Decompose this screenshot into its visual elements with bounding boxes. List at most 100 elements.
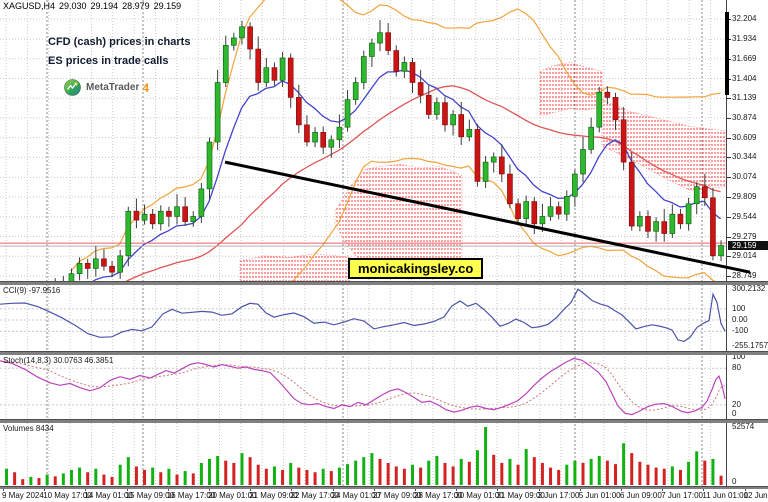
- cci-tick-label: 100: [732, 303, 746, 313]
- volume-bar: [329, 471, 333, 485]
- volume-bar: [232, 462, 236, 485]
- volume-scale-max: 52574: [732, 422, 755, 431]
- axis-tick: [727, 98, 731, 100]
- time-tick: [250, 488, 252, 491]
- volume-bar: [240, 453, 244, 485]
- open-value: 29.030: [59, 1, 87, 11]
- axis-tick: [727, 197, 731, 199]
- watermark-label: monicakingsley.co: [348, 258, 484, 279]
- volume-bar: [484, 427, 488, 485]
- price-tick-label: 29.544: [732, 211, 757, 221]
- volume-bar: [370, 453, 374, 485]
- axis-tick: [727, 19, 731, 20]
- volumes-indicator-panel[interactable]: [0, 422, 726, 486]
- time-tick-label: 21 May 09:00: [249, 491, 298, 500]
- stoch-tick-label: 100: [732, 352, 746, 361]
- time-tick: [126, 488, 128, 491]
- axis-tick: [727, 117, 731, 119]
- volume-bar: [670, 466, 674, 485]
- volume-bar: [151, 467, 155, 485]
- time-axis: 9 May 2024 10 May 17:00 14 May 01:00 15 May…: [0, 488, 768, 502]
- volume-bar: [354, 460, 358, 485]
- cci-label: CCI(9) -97.9516: [3, 286, 61, 295]
- volume-bar: [313, 472, 317, 485]
- price-tick-label: 31.669: [732, 53, 757, 63]
- volume-bar: [419, 467, 423, 485]
- axis-tick: [727, 137, 731, 139]
- stoch-tick-label: 20: [732, 399, 741, 409]
- annotation-line-2: ES prices in trade calls: [48, 55, 169, 67]
- time-tick: [415, 488, 416, 491]
- price-axis: 32.204 31.934 31.669 31.404 31.139 30.874 30.6…: [726, 0, 768, 488]
- volume-bar: [69, 469, 73, 485]
- stochastic-indicator-panel[interactable]: [0, 354, 726, 419]
- price-tick-label: 31.404: [732, 73, 757, 83]
- volume-bar: [281, 469, 285, 485]
- volume-bar: [45, 474, 49, 485]
- volume-bar: [638, 461, 642, 485]
- price-tick-label: 30.074: [732, 172, 757, 182]
- price-tick-label: 29.809: [732, 192, 757, 202]
- volume-bar: [386, 462, 390, 485]
- volume-bar: [540, 462, 544, 485]
- time-tick: [579, 488, 581, 491]
- volume-bar: [565, 464, 569, 485]
- price-tick-label: 31.139: [732, 93, 757, 103]
- time-tick-label: 6 Jun 09:00: [620, 491, 662, 500]
- axis-tick: [727, 157, 731, 159]
- time-tick: [44, 488, 46, 491]
- volume-bar: [630, 453, 634, 485]
- panel-divider-3[interactable]: [0, 419, 768, 423]
- chart-annotation: CFD (cash) prices in charts ES prices in…: [48, 36, 190, 74]
- stoch-tick-label: 80: [732, 363, 741, 373]
- time-tick-label: 31 May 09:00: [496, 491, 545, 500]
- volume-bar: [118, 464, 122, 485]
- time-tick: [538, 488, 540, 491]
- volume-bar: [272, 466, 276, 485]
- volume-bar: [581, 462, 585, 485]
- volume-bar: [86, 472, 90, 485]
- axis-tick: [727, 236, 731, 238]
- volume-bar: [110, 476, 114, 485]
- metatrader-logo-icon: [64, 79, 81, 96]
- volume-bar: [589, 458, 593, 485]
- volume-bar: [208, 458, 211, 485]
- close-value: 29.159: [153, 1, 182, 11]
- time-tick-label: 27 May 09:00: [372, 491, 422, 500]
- price-tick-label: 29.279: [732, 231, 757, 241]
- time-tick-label: 24 May 01:00: [331, 491, 381, 500]
- time-tick: [85, 488, 87, 491]
- panel-divider-1[interactable]: [0, 281, 768, 285]
- volume-bar: [94, 468, 98, 485]
- volume-bar: [159, 472, 163, 485]
- brand-number: 4: [142, 80, 150, 95]
- volume-bar: [654, 467, 658, 485]
- volume-bar: [346, 464, 350, 485]
- volume-bar: [321, 468, 325, 485]
- price-tick-label: 30.344: [732, 152, 757, 162]
- volume-bar: [53, 476, 57, 485]
- volume-bar: [289, 462, 293, 485]
- volume-bar: [402, 468, 406, 485]
- volume-bar: [500, 462, 504, 485]
- price-tick-label: 30.609: [732, 132, 757, 142]
- axis-tick: [727, 256, 731, 258]
- volume-bar: [378, 458, 382, 485]
- volume-bar: [443, 462, 447, 485]
- time-tick: [497, 488, 499, 491]
- volume-bar: [191, 473, 195, 485]
- cci-indicator-panel[interactable]: [0, 284, 726, 351]
- volume-bar: [224, 460, 228, 485]
- volume-bar: [427, 460, 431, 485]
- panel-divider-2[interactable]: [0, 351, 768, 355]
- volume-bar: [305, 469, 309, 485]
- volume-scale-min: 0: [732, 477, 737, 486]
- volume-bar: [467, 461, 471, 485]
- time-tick-label: 7 Jun 17:00: [661, 491, 703, 500]
- time-tick: [703, 488, 705, 491]
- volume-bar: [646, 464, 650, 485]
- volume-bar: [557, 469, 561, 485]
- volume-bar: [687, 461, 691, 485]
- volume-bar: [134, 466, 138, 485]
